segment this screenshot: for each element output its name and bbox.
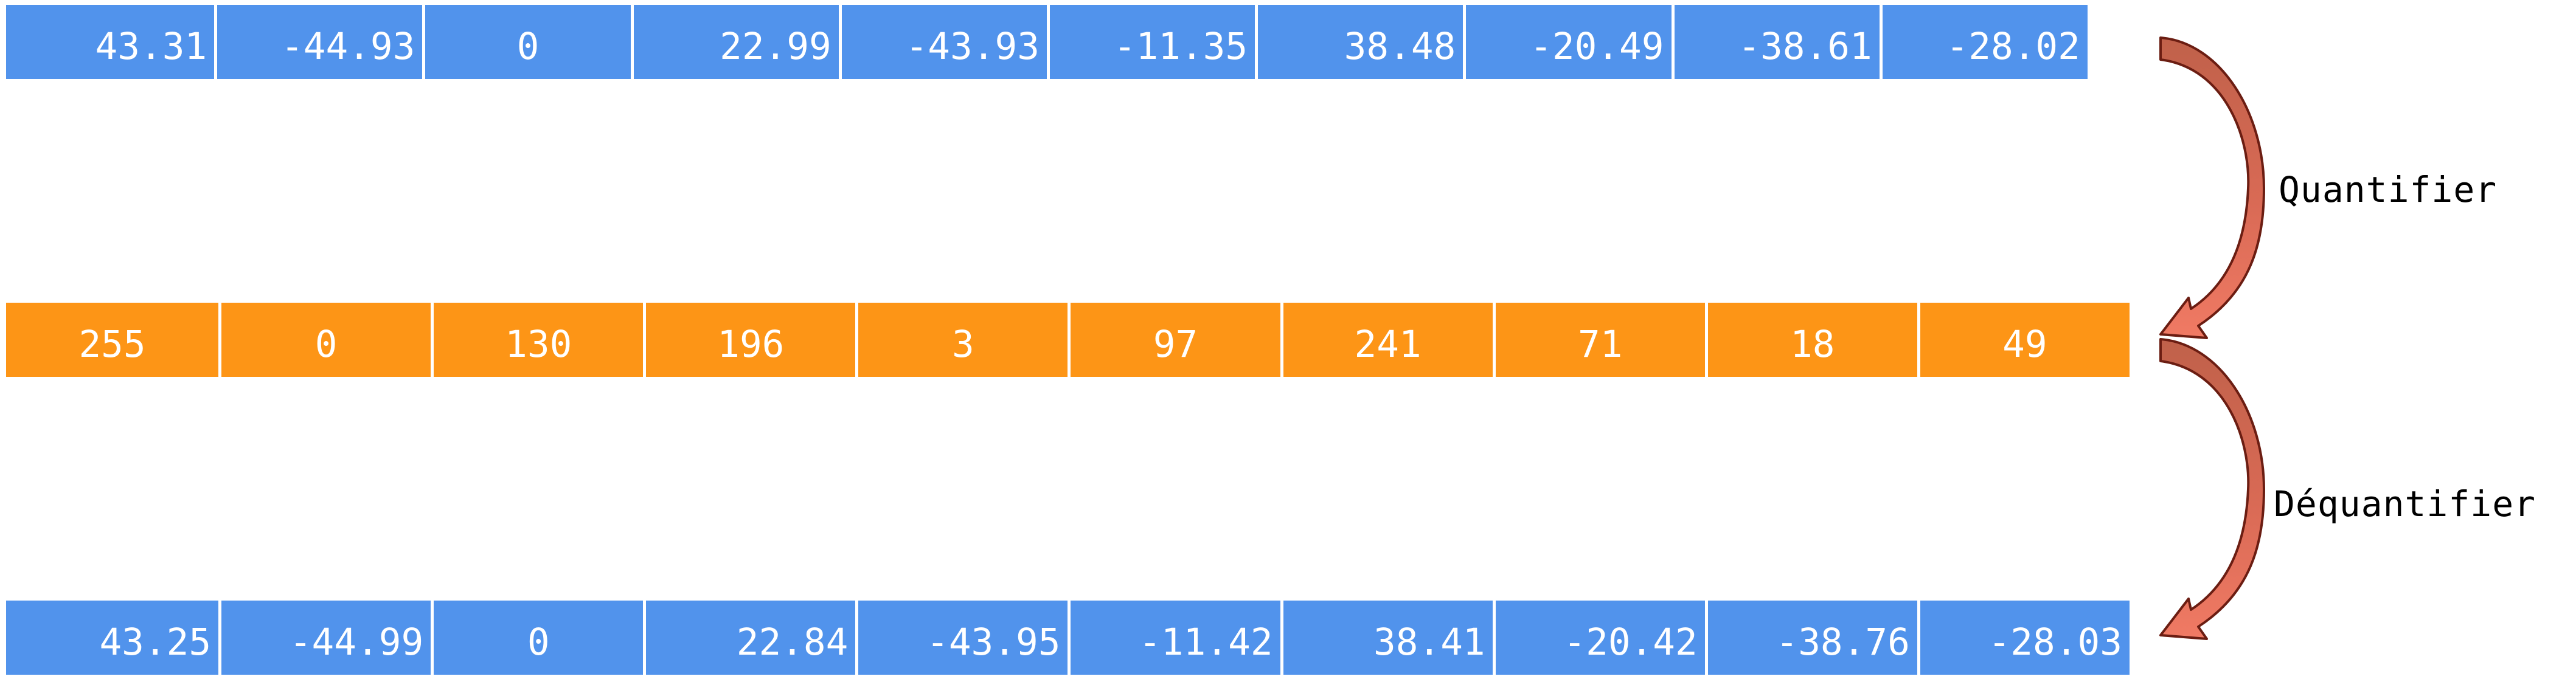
- output-cell: 22.84: [643, 601, 856, 675]
- quantized-cell: 71: [1492, 303, 1705, 377]
- quantize-arrow-icon: [2159, 36, 2265, 339]
- output-cell: -11.42: [1068, 601, 1280, 675]
- dequantize-label: Déquantifier: [2274, 483, 2536, 525]
- input-cell: -44.93: [214, 5, 423, 79]
- input-cell: -20.49: [1463, 5, 1672, 79]
- input-cell: -11.35: [1046, 5, 1255, 79]
- output-cell: 43.25: [6, 601, 219, 675]
- quantized-cell: 255: [6, 303, 219, 377]
- quantized-cell: 3: [855, 303, 1068, 377]
- input-cell: 22.99: [630, 5, 839, 79]
- quantize-arrow-shape: [2159, 36, 2265, 339]
- input-cell: 38.48: [1255, 5, 1463, 79]
- quantized-cell: 241: [1280, 303, 1493, 377]
- quantize-label: Quantifier: [2279, 169, 2498, 210]
- quantized-cell: 196: [643, 303, 856, 377]
- dequantize-arrow-shape: [2159, 338, 2265, 640]
- dequantize-arrow-icon: [2159, 338, 2265, 640]
- quantized-cell: 97: [1068, 303, 1280, 377]
- input-cell: -28.02: [1879, 5, 2088, 79]
- quantized-cell: 0: [218, 303, 431, 377]
- output-cell: -20.42: [1492, 601, 1705, 675]
- input-cell: -38.61: [1671, 5, 1880, 79]
- output-cell: -44.99: [218, 601, 431, 675]
- quantized-cell: 49: [1917, 303, 2130, 377]
- input-cell: 43.31: [6, 5, 215, 79]
- output-values-row: 43.25 -44.99 0 22.84 -43.95 -11.42 38.41…: [6, 601, 2130, 675]
- quantized-values-row: 255 0 130 196 3 97 241 71 18 49: [6, 303, 2130, 377]
- output-cell: -28.03: [1917, 601, 2130, 675]
- input-values-row: 43.31 -44.93 0 22.99 -43.93 -11.35 38.48…: [6, 5, 2088, 79]
- output-cell: -38.76: [1704, 601, 1917, 675]
- quantized-cell: 18: [1704, 303, 1917, 377]
- quantized-cell: 130: [431, 303, 644, 377]
- output-cell: -43.95: [855, 601, 1068, 675]
- input-cell: -43.93: [838, 5, 1047, 79]
- input-cell: 0: [422, 5, 631, 79]
- output-cell: 38.41: [1280, 601, 1493, 675]
- output-cell: 0: [431, 601, 644, 675]
